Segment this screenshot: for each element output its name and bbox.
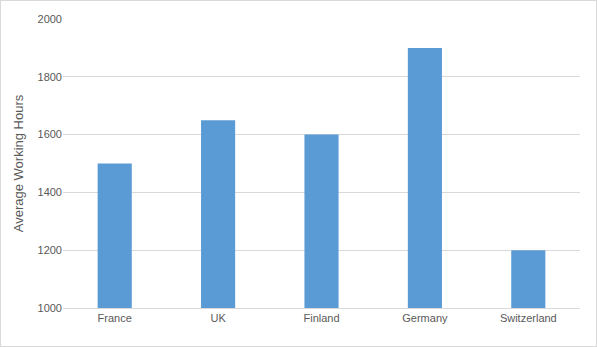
svg-text:UK: UK [210, 312, 226, 324]
svg-text:1600: 1600 [38, 128, 62, 140]
svg-text:Finland: Finland [303, 312, 339, 324]
svg-text:1000: 1000 [38, 302, 62, 314]
svg-text:Switzerland: Switzerland [500, 312, 557, 324]
svg-text:1400: 1400 [38, 186, 62, 198]
svg-text:France: France [98, 312, 132, 324]
svg-text:Germany: Germany [402, 312, 448, 324]
svg-text:2000: 2000 [38, 13, 62, 25]
svg-text:1200: 1200 [38, 244, 62, 256]
svg-text:Average Working Hours: Average Working Hours [11, 94, 26, 232]
svg-text:1800: 1800 [38, 71, 62, 83]
